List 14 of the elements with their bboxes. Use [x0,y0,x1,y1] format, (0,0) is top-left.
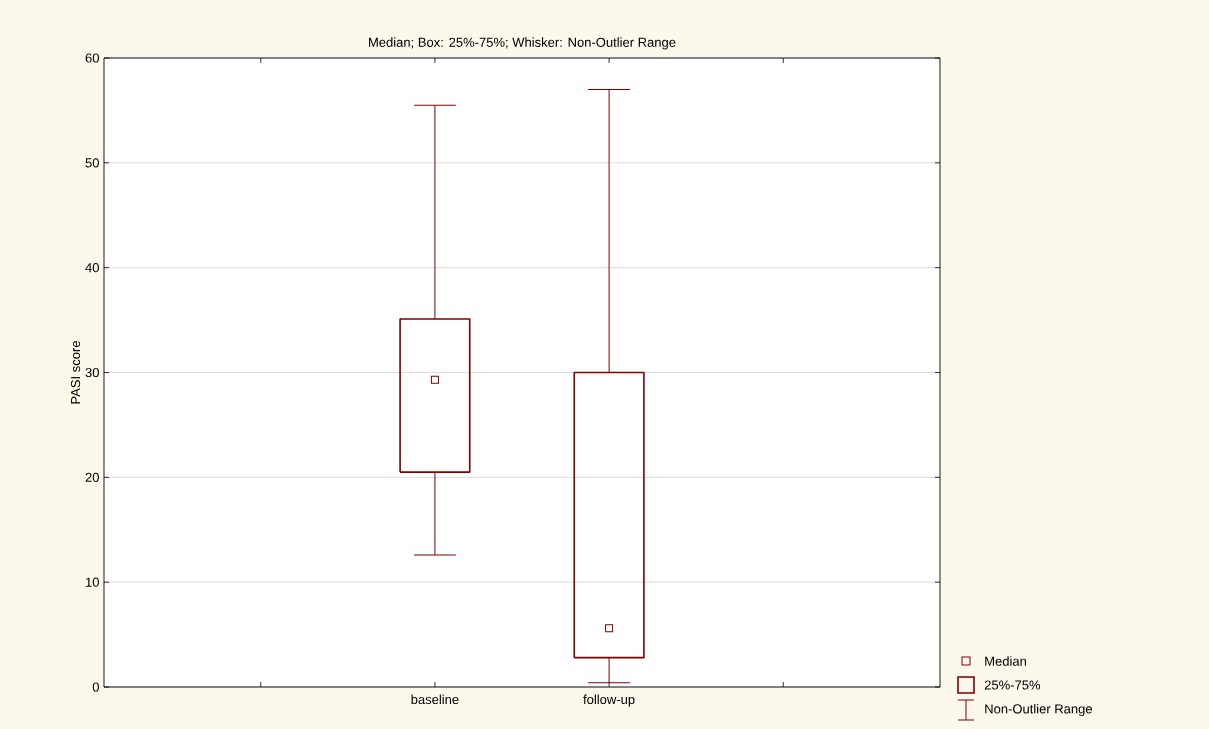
chart-title: Median; Box: 25%-75%; Whisker: Non-Outlier Range [369,37,676,50]
text: Median [985,656,1026,666]
text: 25%-75% [984,680,1041,690]
y-tick-label: 20 [85,472,99,482]
text: Non-Outlier Range [985,703,1092,717]
y-tick-label: 50 [85,158,99,168]
y-axis-title: PASI score [70,341,81,404]
y-tick-label: 0 [92,682,99,692]
y-tick-label: 60 [85,53,99,63]
x-tick-label: baseline [411,694,459,705]
y-tick-label: 10 [86,577,99,587]
y-tick-label: 30 [85,367,99,378]
x-tick-label: follow-up [583,694,635,707]
y-tick-label: 40 [85,263,99,273]
